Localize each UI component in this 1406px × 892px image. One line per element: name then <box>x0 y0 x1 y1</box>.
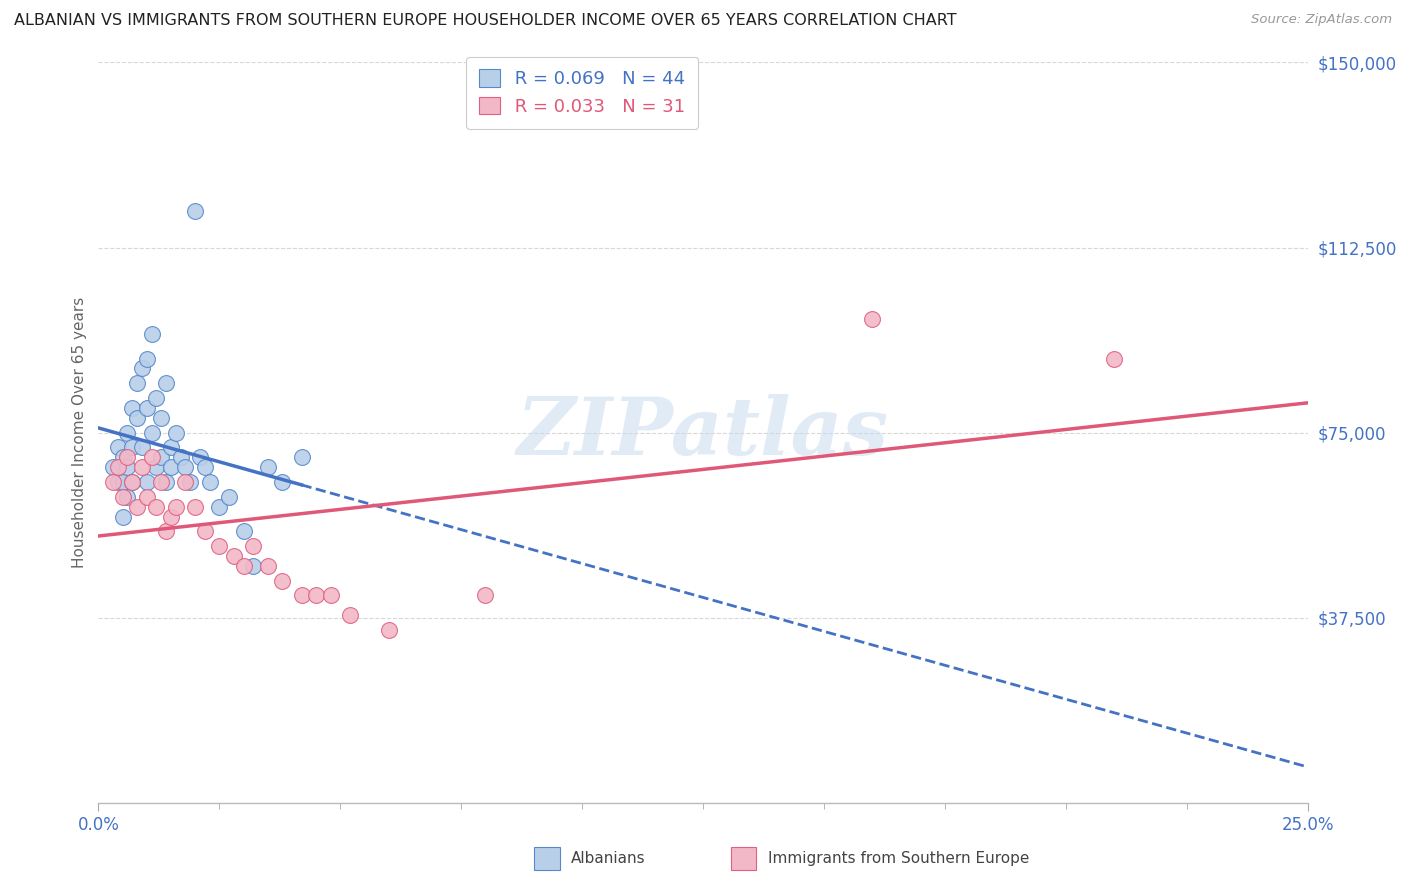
Point <box>135 351 157 366</box>
Y-axis label: Householder Income Over 65 years: Householder Income Over 65 years <box>72 297 87 568</box>
Point <box>160 460 183 475</box>
Point <box>141 326 163 341</box>
Point <box>145 500 167 514</box>
Point <box>290 450 312 465</box>
Text: ZIPatlas: ZIPatlas <box>517 394 889 471</box>
Point <box>127 410 149 425</box>
Point <box>101 460 124 475</box>
Point <box>474 589 496 603</box>
Point <box>319 589 342 603</box>
Point <box>174 475 197 489</box>
Point <box>127 376 149 391</box>
Point <box>222 549 245 563</box>
Point <box>174 460 197 475</box>
Point <box>232 558 254 573</box>
Point <box>107 441 129 455</box>
Point <box>135 401 157 415</box>
Text: Immigrants from Southern Europe: Immigrants from Southern Europe <box>768 851 1029 866</box>
Point <box>117 450 139 465</box>
Point <box>194 524 217 539</box>
Point <box>198 475 221 489</box>
Point <box>121 475 143 489</box>
Point <box>160 441 183 455</box>
Point <box>107 475 129 489</box>
Point <box>184 500 207 514</box>
Point <box>121 475 143 489</box>
Point <box>111 475 134 489</box>
Point <box>165 500 187 514</box>
Point <box>135 490 157 504</box>
Text: Albanians: Albanians <box>571 851 645 866</box>
Point <box>165 425 187 440</box>
Legend:  R = 0.069   N = 44,  R = 0.033   N = 31: R = 0.069 N = 44, R = 0.033 N = 31 <box>465 57 699 128</box>
Point <box>111 490 134 504</box>
Point <box>242 539 264 553</box>
Point <box>377 623 399 637</box>
Point <box>305 589 328 603</box>
Point <box>218 490 240 504</box>
Point <box>117 425 139 440</box>
Point <box>232 524 254 539</box>
Point <box>184 203 207 218</box>
Point <box>150 475 173 489</box>
Point <box>101 475 124 489</box>
Point <box>256 460 278 475</box>
Point <box>131 361 153 376</box>
Point <box>117 490 139 504</box>
Point <box>271 574 294 588</box>
Point <box>155 524 177 539</box>
Text: ALBANIAN VS IMMIGRANTS FROM SOUTHERN EUROPE HOUSEHOLDER INCOME OVER 65 YEARS COR: ALBANIAN VS IMMIGRANTS FROM SOUTHERN EUR… <box>14 13 956 29</box>
Point <box>150 410 173 425</box>
Point <box>179 475 201 489</box>
Point <box>256 558 278 573</box>
Point <box>111 509 134 524</box>
Point <box>107 460 129 475</box>
Point <box>208 500 231 514</box>
Point <box>155 376 177 391</box>
Point <box>160 509 183 524</box>
Text: Source: ZipAtlas.com: Source: ZipAtlas.com <box>1251 13 1392 27</box>
Point <box>860 312 883 326</box>
Point <box>141 450 163 465</box>
Point <box>131 441 153 455</box>
Point <box>117 460 139 475</box>
Point <box>141 425 163 440</box>
Point <box>127 500 149 514</box>
Point <box>169 450 191 465</box>
Point <box>208 539 231 553</box>
Point <box>111 450 134 465</box>
Point <box>155 475 177 489</box>
Point <box>339 608 361 623</box>
Point <box>121 401 143 415</box>
Point <box>145 391 167 405</box>
Point <box>145 460 167 475</box>
Point <box>188 450 211 465</box>
Point <box>194 460 217 475</box>
Point <box>290 589 312 603</box>
Point <box>271 475 294 489</box>
Point <box>121 441 143 455</box>
Point <box>242 558 264 573</box>
Point <box>135 475 157 489</box>
Point <box>1102 351 1125 366</box>
Point <box>131 460 153 475</box>
Point <box>150 450 173 465</box>
